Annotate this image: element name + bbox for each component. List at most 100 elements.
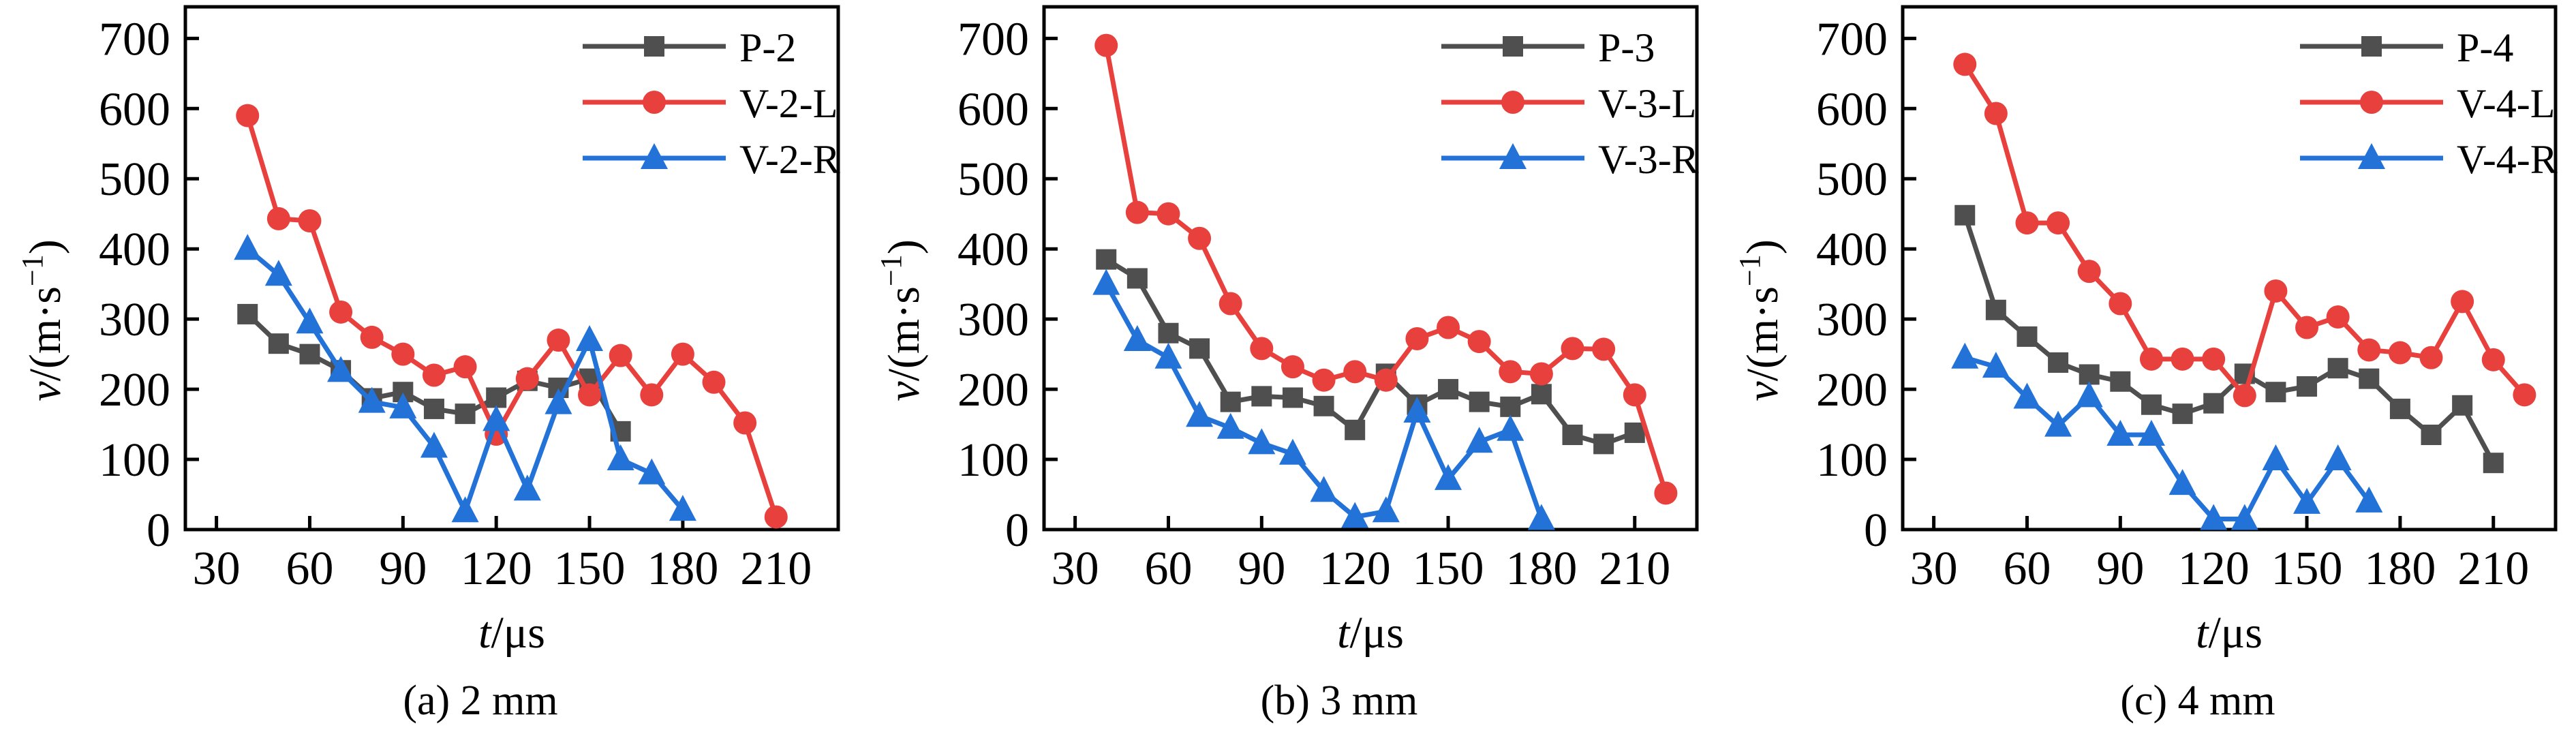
circle-marker-icon [1281,355,1304,379]
triangle-marker-icon [1092,269,1120,295]
legend-label: P-3 [1598,25,1655,70]
y-tick-label: 200 [957,364,1029,416]
circle-marker-icon [2264,279,2288,303]
circle-marker-icon [643,91,666,114]
legend-item-V-3-R: V-3-R [1441,137,1699,182]
legend-label: V-3-L [1598,81,1696,126]
triangle-marker-icon [2200,504,2228,530]
circle-marker-icon [733,411,757,435]
square-marker-icon [2172,403,2193,425]
circle-marker-icon [329,300,353,324]
circle-marker-icon [2357,338,2381,362]
circle-marker-icon [1467,330,1491,354]
circle-marker-icon [1374,368,1398,392]
x-axis-title: t/μs [478,608,545,658]
circle-marker-icon [236,104,260,127]
square-marker-icon [1503,36,1523,57]
triangle-marker-icon [234,234,262,260]
legend-label: V-4-L [2457,81,2555,126]
triangle-marker-icon [513,474,541,501]
triangle-marker-icon [1310,476,1338,502]
triangle-marker-icon [576,325,604,352]
x-tick-label: 90 [379,543,427,595]
square-marker-icon [2421,425,2442,446]
circle-marker-icon [2015,211,2039,235]
circle-marker-icon [2139,347,2163,371]
circle-marker-icon [1529,362,1553,386]
circle-marker-icon [391,342,415,366]
x-tick-label: 30 [1052,543,1099,595]
legend-label: V-2-L [739,81,838,126]
square-marker-icon [423,398,444,419]
circle-marker-icon [2077,260,2101,284]
triangle-marker-icon [2137,420,2165,446]
triangle-marker-icon [669,495,696,521]
triangle-marker-icon [1499,143,1527,169]
circle-marker-icon [2326,305,2350,329]
square-marker-icon [1096,249,1117,270]
y-tick-label: 700 [99,13,170,65]
x-tick-label: 120 [461,543,532,595]
circle-marker-icon [1499,360,1522,384]
square-marker-icon [1313,395,1334,416]
triangle-marker-icon [420,431,448,458]
triangle-marker-icon [1123,325,1151,352]
triangle-marker-icon [2262,444,2290,471]
triangle-marker-icon [1435,463,1462,490]
y-tick-label: 100 [99,434,170,487]
triangle-marker-icon [1403,397,1431,423]
triangle-marker-icon [545,388,572,414]
square-marker-icon [2017,326,2038,347]
square-marker-icon [1469,391,1490,412]
x-tick-label: 90 [2096,543,2144,595]
x-tick-label: 120 [2178,543,2250,595]
circle-marker-icon [1592,337,1616,361]
y-tick-label: 700 [957,13,1029,65]
x-tick-label: 30 [193,543,241,595]
y-tick-label: 200 [99,364,170,416]
square-marker-icon [268,333,289,354]
triangle-marker-icon [2075,381,2103,408]
square-marker-icon [2141,394,2162,415]
legend-item-V-2-R: V-2-R [583,137,840,182]
triangle-marker-icon [327,356,355,382]
square-marker-icon [2297,376,2318,397]
circle-marker-icon [2419,346,2443,369]
triangle-marker-icon [1465,427,1493,453]
circle-marker-icon [640,383,664,407]
legend-label: P-4 [2457,25,2513,70]
legend-item-V-4-L: V-4-L [2300,81,2555,126]
chart-panel-a: 0 100 200 300 400 500 600 700 30 60 90 120 150 180 210… [16,5,840,724]
y-axis-title: v/(m·s−1) [874,239,929,401]
square-marker-icon [2483,453,2504,474]
triangle-marker-icon [2168,469,2196,495]
legend-item-V-3-L: V-3-L [1441,81,1696,126]
circle-marker-icon [1312,368,1336,392]
circle-marker-icon [1437,316,1460,339]
y-axis-title: v/(m·s−1) [1733,239,1788,401]
triangle-marker-icon [1154,342,1182,369]
series-V-3-R [1092,269,1555,530]
x-axis-title: t/μs [2196,608,2263,658]
legend-label: V-2-R [739,137,840,182]
triangle-marker-icon [1341,502,1369,528]
series-V-2-L [236,104,788,529]
legend-item-V-2-L: V-2-L [583,81,838,126]
y-tick-label: 100 [1816,434,1888,487]
square-marker-icon [2203,393,2224,414]
y-tick-label: 0 [1864,504,1888,557]
series-line-V-2-R [245,247,685,514]
square-marker-icon [1189,338,1210,359]
square-marker-icon [237,303,258,324]
legend-item-P-4: P-4 [2300,25,2513,70]
series-P-4 [1954,204,2504,474]
y-tick-label: 0 [1005,504,1029,557]
circle-marker-icon [2046,211,2070,235]
legend: P-3 V-3-L V-3-R [1441,25,1699,182]
square-marker-icon [1251,386,1272,407]
square-marker-icon [486,387,507,408]
circle-marker-icon [1188,226,1212,250]
x-tick-label: 180 [647,543,718,595]
y-tick-label: 400 [99,224,170,276]
